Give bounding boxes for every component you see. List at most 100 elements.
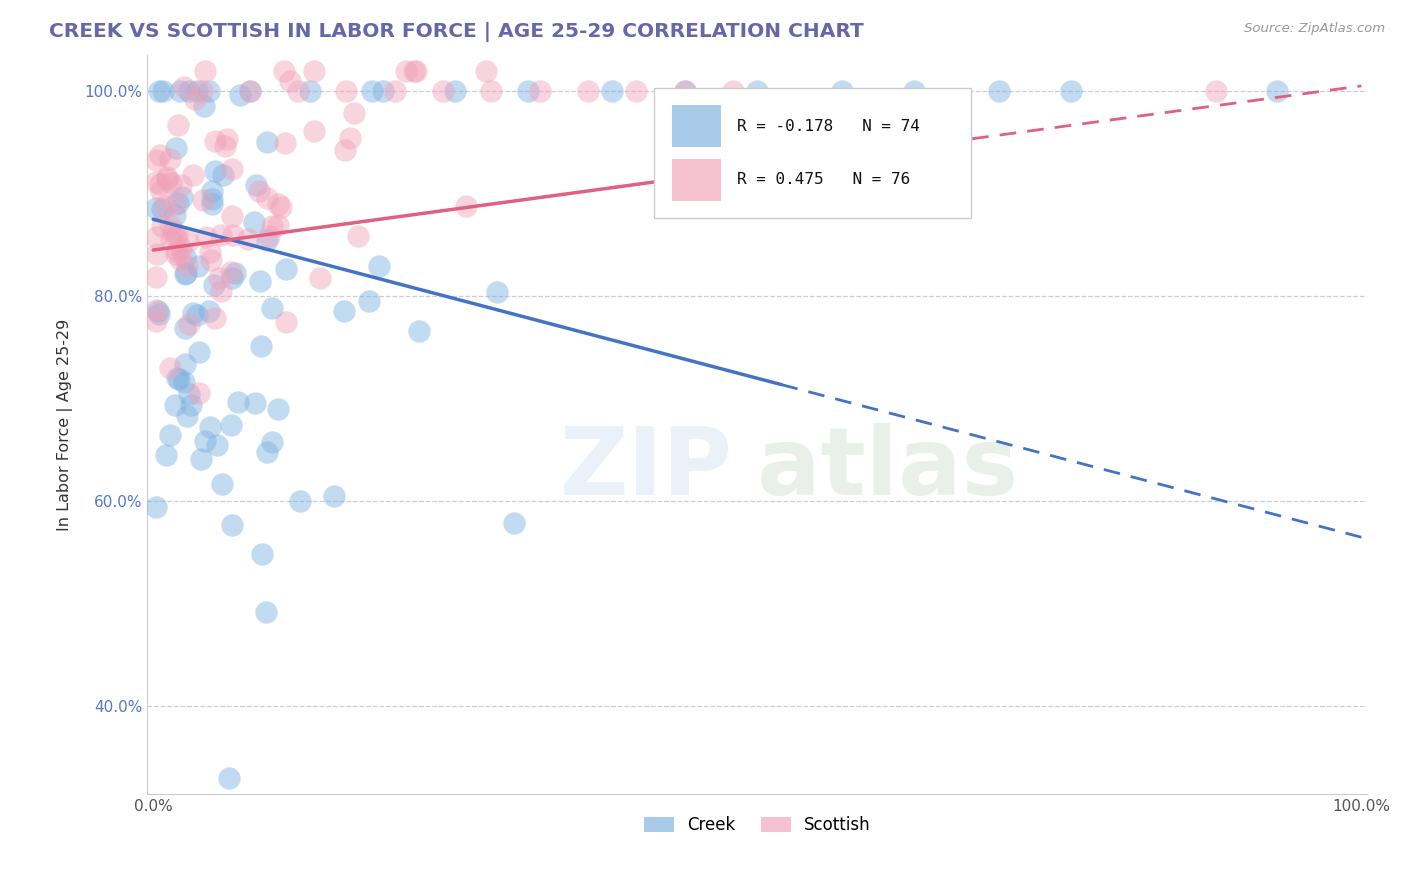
Point bbox=[163, 208, 186, 222]
Y-axis label: In Labor Force | Age 25-29: In Labor Force | Age 25-29 bbox=[58, 318, 73, 531]
Point bbox=[176, 266, 198, 280]
Point bbox=[273, 63, 295, 78]
Point bbox=[198, 84, 221, 98]
Point bbox=[343, 106, 366, 120]
Point bbox=[148, 304, 170, 318]
Point bbox=[218, 772, 240, 786]
Point bbox=[145, 269, 167, 284]
Point bbox=[145, 201, 167, 215]
Point bbox=[228, 395, 250, 409]
Point bbox=[243, 396, 266, 410]
Point bbox=[270, 200, 292, 214]
Point bbox=[165, 246, 187, 260]
Point bbox=[156, 172, 179, 186]
Point bbox=[405, 63, 427, 78]
Point bbox=[254, 605, 277, 619]
Point bbox=[198, 419, 221, 434]
Point bbox=[149, 184, 172, 198]
Point bbox=[211, 477, 233, 491]
Point bbox=[176, 409, 198, 423]
Point bbox=[250, 547, 273, 561]
Point bbox=[371, 84, 394, 98]
Point bbox=[173, 376, 195, 390]
Point bbox=[166, 196, 188, 211]
Point bbox=[177, 317, 200, 331]
Point bbox=[221, 162, 243, 177]
Point bbox=[159, 152, 181, 166]
Point bbox=[166, 227, 188, 242]
Text: atlas: atlas bbox=[758, 423, 1018, 515]
Point bbox=[302, 124, 325, 138]
Point bbox=[165, 197, 187, 211]
Point bbox=[145, 314, 167, 328]
Point bbox=[339, 131, 361, 145]
Point bbox=[155, 448, 177, 462]
Point bbox=[456, 199, 478, 213]
Point bbox=[475, 63, 498, 78]
Point bbox=[180, 398, 202, 412]
Point bbox=[249, 274, 271, 288]
Point bbox=[155, 198, 177, 212]
Point bbox=[1205, 84, 1227, 98]
Point bbox=[183, 306, 205, 320]
Point bbox=[167, 372, 190, 386]
Point bbox=[172, 190, 194, 204]
Point bbox=[367, 259, 389, 273]
Point bbox=[256, 191, 278, 205]
FancyBboxPatch shape bbox=[672, 104, 721, 147]
Legend: Creek, Scottish: Creek, Scottish bbox=[637, 809, 877, 841]
Point bbox=[243, 214, 266, 228]
Point bbox=[205, 438, 228, 452]
Point bbox=[302, 63, 325, 78]
Point bbox=[266, 197, 288, 211]
Point bbox=[204, 164, 226, 178]
Point bbox=[221, 209, 243, 223]
Point bbox=[162, 224, 184, 238]
Point bbox=[176, 259, 198, 273]
Point bbox=[278, 74, 301, 88]
Point bbox=[202, 278, 225, 293]
Point bbox=[1060, 84, 1083, 98]
Point bbox=[219, 265, 242, 279]
Point bbox=[256, 233, 278, 247]
Point bbox=[673, 84, 696, 98]
Point bbox=[145, 500, 167, 514]
Point bbox=[219, 417, 242, 432]
Point bbox=[247, 184, 270, 198]
Point bbox=[747, 84, 769, 98]
Point bbox=[165, 231, 187, 245]
Point bbox=[181, 169, 204, 183]
Point bbox=[347, 229, 370, 244]
Point bbox=[444, 84, 467, 98]
Point bbox=[149, 148, 172, 162]
Point bbox=[169, 84, 191, 98]
Point bbox=[236, 232, 259, 246]
Point bbox=[198, 244, 221, 259]
Point bbox=[201, 192, 224, 206]
Point bbox=[156, 169, 179, 184]
Point bbox=[256, 135, 278, 149]
Point bbox=[191, 193, 214, 207]
Point bbox=[190, 84, 212, 98]
Point bbox=[160, 231, 183, 245]
Point bbox=[200, 252, 222, 267]
Point bbox=[173, 80, 195, 95]
Point bbox=[308, 271, 330, 285]
Point bbox=[187, 260, 209, 274]
FancyBboxPatch shape bbox=[654, 88, 970, 218]
Point bbox=[432, 84, 454, 98]
Point bbox=[267, 219, 290, 233]
Point bbox=[173, 250, 195, 264]
Point bbox=[177, 234, 200, 248]
Point bbox=[159, 360, 181, 375]
Point bbox=[194, 230, 217, 244]
Text: R = -0.178   N = 74: R = -0.178 N = 74 bbox=[737, 119, 920, 134]
Point bbox=[1265, 84, 1288, 98]
Point bbox=[217, 132, 239, 146]
Point bbox=[146, 247, 169, 261]
Point bbox=[250, 339, 273, 353]
Point bbox=[221, 518, 243, 533]
Point bbox=[194, 434, 217, 448]
Point bbox=[165, 141, 187, 155]
Point bbox=[831, 84, 853, 98]
